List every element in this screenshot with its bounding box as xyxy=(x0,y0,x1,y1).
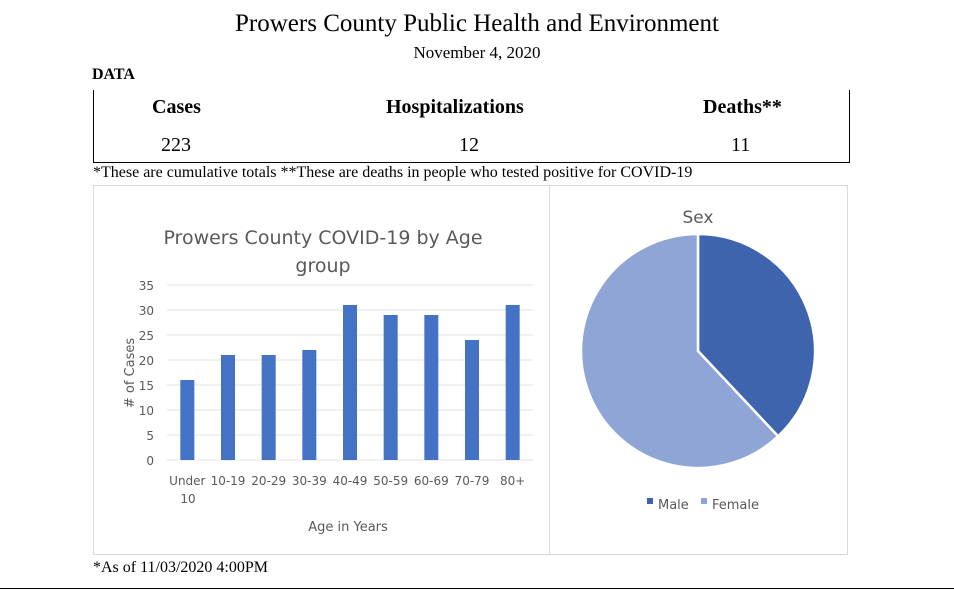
report-date: November 4, 2020 xyxy=(413,43,541,62)
hospitalizations-value: 12 xyxy=(459,134,479,156)
bar-10-19 xyxy=(221,355,235,460)
x-tick-label: 20-29 xyxy=(251,474,286,488)
bar-70-79 xyxy=(465,340,479,460)
bar-30-39 xyxy=(302,350,317,460)
cases-value: 223 xyxy=(161,134,191,156)
y-tick-label: 35 xyxy=(139,279,154,293)
footnote: *As of 11/03/2020 4:00PM xyxy=(93,559,268,576)
table-note: *These are cumulative totals **These are… xyxy=(93,164,693,181)
data-label: DATA xyxy=(92,66,135,83)
age-bar-chart: Prowers County COVID-19 by Age group # o… xyxy=(123,227,533,535)
x-tick-label: 80+ xyxy=(500,474,525,488)
panel-divider xyxy=(549,185,550,555)
bar-chart-title-line2: group xyxy=(295,255,350,277)
bar-50-59 xyxy=(383,315,398,460)
sex-pie-chart: Sex Male Female xyxy=(579,208,817,513)
y-tick-label: 25 xyxy=(139,329,154,343)
bar-under-10 xyxy=(180,380,195,460)
pie-slice-female xyxy=(579,232,780,470)
x-tick-label: 30-39 xyxy=(292,474,327,488)
charts-panel xyxy=(93,185,848,555)
x-tick-label: 70-79 xyxy=(455,474,490,488)
bar-60-69 xyxy=(424,315,439,460)
bar-20-29 xyxy=(261,355,276,460)
x-tick-label: 10-19 xyxy=(211,474,246,488)
deaths-value: 11 xyxy=(731,134,751,156)
y-tick-label: 10 xyxy=(139,404,154,418)
y-tick-label: 15 xyxy=(139,379,154,393)
pie-slice-male xyxy=(696,232,817,439)
y-tick-label: 5 xyxy=(146,429,154,443)
legend-swatch-male xyxy=(647,498,653,504)
bottom-rule xyxy=(0,588,954,589)
y-tick-label: 30 xyxy=(139,304,154,318)
x-tick-label: 60-69 xyxy=(414,474,449,488)
deaths-header: Deaths** xyxy=(703,96,782,118)
y-tick-label: 0 xyxy=(146,454,154,468)
x-tick-label: 10 xyxy=(180,492,195,506)
bar-chart-title-line1: Prowers County COVID-19 by Age xyxy=(163,227,482,249)
hospitalizations-header: Hospitalizations xyxy=(386,96,524,118)
x-tick-label: Under xyxy=(169,474,205,488)
x-axis-label: Age in Years xyxy=(308,520,388,535)
y-axis-label: # of Cases xyxy=(123,338,138,409)
cases-header: Cases xyxy=(152,96,201,118)
x-tick-label: 50-59 xyxy=(373,474,408,488)
y-tick-label: 20 xyxy=(139,354,154,368)
bar-80+ xyxy=(505,305,520,460)
x-tick-label: 40-49 xyxy=(333,474,368,488)
pie-title: Sex xyxy=(682,208,713,228)
legend-swatch-female xyxy=(701,498,707,504)
summary-table: Cases Hospitalizations Deaths** 223 12 1… xyxy=(93,90,850,163)
legend-label-male: Male xyxy=(658,498,689,513)
legend-label-female: Female xyxy=(712,498,759,513)
bar-40-49 xyxy=(343,305,357,460)
page-title: Prowers County Public Health and Environ… xyxy=(235,10,719,37)
